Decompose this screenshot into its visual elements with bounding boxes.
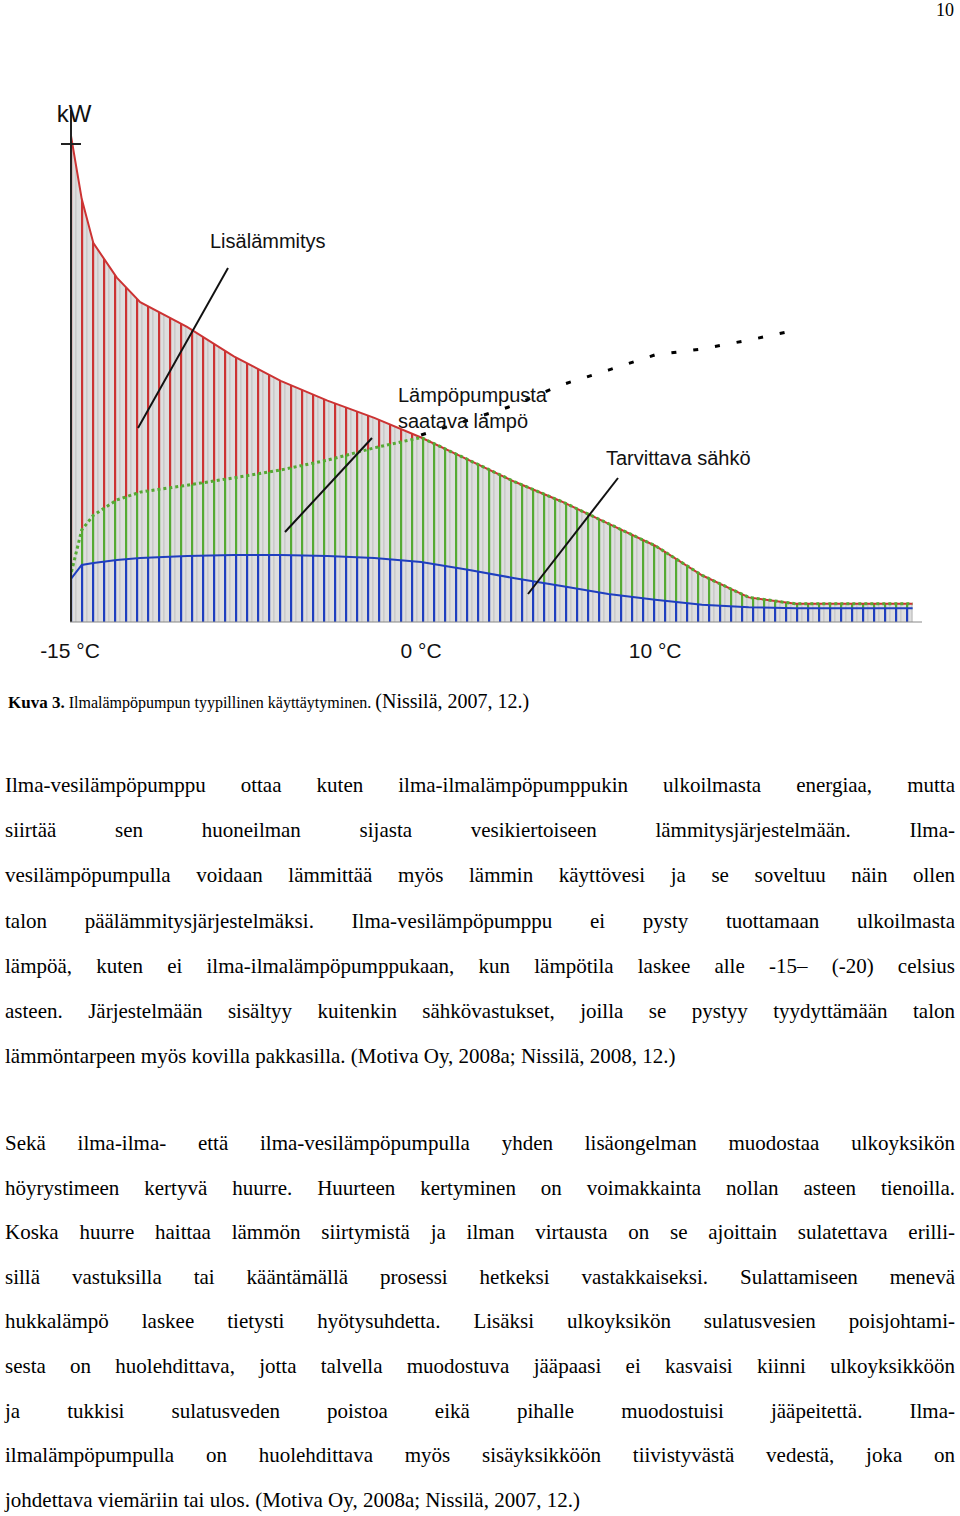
- annotation: Lisälämmitys: [210, 230, 326, 252]
- y-axis-cap: [61, 143, 81, 145]
- annotation: Tarvittava sähkö: [606, 447, 751, 469]
- plot-area: [70, 130, 913, 622]
- paragraph-line: hukkalämpö laskee tietysti hyötysuhdetta…: [5, 1306, 955, 1336]
- x-tick-label: 10 °C: [629, 639, 682, 662]
- y-axis-label: kW: [57, 100, 92, 127]
- annotation-pointer: [138, 268, 228, 428]
- annotation-pointer: [285, 438, 372, 532]
- area-fill: [70, 130, 913, 622]
- caption-label: Kuva 3.: [8, 693, 65, 712]
- paragraph-line: johdettava viemäriin tai ulos. (Motiva O…: [5, 1485, 955, 1515]
- x-tick-label: -15 °C: [40, 639, 100, 662]
- paragraph-line: vesilämpöpumpulla voidaan lämmittää myös…: [5, 860, 955, 890]
- paragraph-line: ilmalämpöpumpulla on huolehdittava myös …: [5, 1440, 955, 1470]
- area-outline: [70, 438, 913, 604]
- x-tick-label: 0 °C: [401, 639, 442, 662]
- paragraph-line: Koska huurre haittaa lämmön siirtymistä …: [5, 1217, 955, 1247]
- page-number: 10: [936, 0, 954, 21]
- page: {"page_number": "10", "chart_data": { "t…: [0, 0, 960, 1516]
- paragraph-line: talon päälämmitysjärjestelmäksi. Ilma-ve…: [5, 906, 955, 936]
- y-axis: [70, 110, 72, 622]
- caption: Kuva 3. Ilmalämpöpumpun tyypillinen käyt…: [8, 686, 529, 716]
- caption-text: Ilmalämpöpumpun tyypillinen käyttäytymin…: [69, 694, 372, 711]
- area-outline: [70, 555, 913, 608]
- annotation-line: Lämpöpumpusta: [398, 384, 548, 406]
- annotation-pointer: [528, 478, 618, 594]
- paragraph-line: höyrystimeen kertyvä huurre. Huurteen ke…: [5, 1173, 955, 1203]
- chart: kW -15 °C 0 °C 10 °C Lisälämmitys Lämpöpumpus…: [0, 0, 960, 680]
- paragraph-line: siirtää sen huoneilman sijasta vesikiert…: [5, 815, 955, 845]
- paragraph-line: ja tukkisi sulatusveden poistoa eikä pih…: [5, 1396, 955, 1426]
- paragraph-line: lämmöntarpeen myös kovilla pakkasilla. (…: [5, 1041, 955, 1071]
- paragraph-line: Ilma-vesilämpöpumppu ottaa kuten ilma-il…: [5, 770, 955, 800]
- paragraph-line: sesta on huolehdittava, jotta talvella m…: [5, 1351, 955, 1381]
- paragraph-line: asteen. Järjestelmään sisältyy kuitenkin…: [5, 996, 955, 1026]
- paragraph-line: lämpöä, kuten ei ilma-ilmalämpöpumppukaa…: [5, 951, 955, 981]
- paragraph-line: Sekä ilma-ilma- että ilma-vesilämpöpumpu…: [5, 1128, 955, 1158]
- area-fill: [70, 438, 913, 623]
- area-outline: [70, 130, 913, 604]
- caption-source: (Nissilä, 2007, 12.): [375, 690, 529, 712]
- area-fill: [70, 555, 913, 622]
- annotation: Lämpöpumpusta saatava lämpö: [398, 384, 548, 432]
- x-axis: [70, 622, 922, 623]
- annotation-line: saatava lämpö: [398, 410, 528, 432]
- paragraph-line: sillä vastuksilla tai kääntämällä proses…: [5, 1262, 955, 1292]
